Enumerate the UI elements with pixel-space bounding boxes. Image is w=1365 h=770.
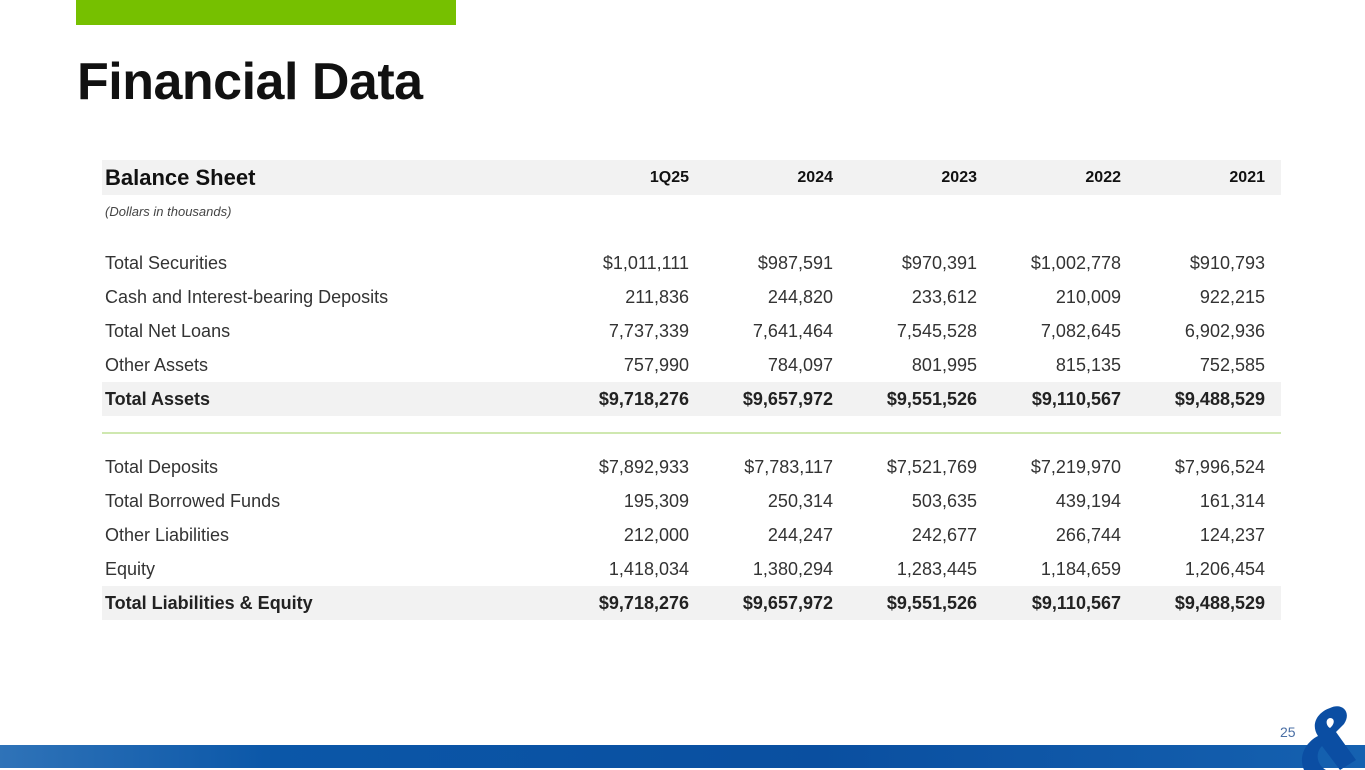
cell-value: $970,391 <box>901 252 977 273</box>
table-header-title: Balance Sheet <box>105 164 256 190</box>
cell-value: $9,551,526 <box>886 388 977 409</box>
cell-value: 1,206,454 <box>1184 558 1265 579</box>
cell-value: 7,082,645 <box>1040 320 1121 341</box>
cell-value: 211,836 <box>625 286 689 307</box>
cell-value: 244,820 <box>767 286 833 307</box>
footer-band <box>0 745 1365 768</box>
cell-value: $7,219,970 <box>1030 456 1121 477</box>
table-row: Total Net Loans 7,737,339 7,641,464 7,545,5… <box>102 314 1281 348</box>
table-row: Total Borrowed Funds 195,309 250,314 503,63… <box>102 484 1281 518</box>
cell-value: 124,237 <box>1199 524 1265 545</box>
cell-value: 242,677 <box>911 524 977 545</box>
table-row: Cash and Interest-bearing Deposits 211,83… <box>102 280 1281 314</box>
page-title: Financial Data <box>77 53 423 111</box>
cell-value: 266,744 <box>1055 524 1121 545</box>
balance-sheet-table: Balance Sheet 1Q25 2024 2023 2022 2021 (… <box>102 160 1281 620</box>
cell-value: $9,551,526 <box>886 592 977 613</box>
cell-value: 210,009 <box>1055 286 1121 307</box>
cell-value: 195,309 <box>623 490 689 511</box>
cell-value: 7,737,339 <box>608 320 689 341</box>
cell-value: 1,418,034 <box>608 558 689 579</box>
cell-value: 1,380,294 <box>752 558 833 579</box>
cell-value: 752,585 <box>1199 354 1265 375</box>
cell-value: $9,718,276 <box>598 388 689 409</box>
row-label: Equity <box>105 558 156 579</box>
cell-value: 815,135 <box>1055 354 1121 375</box>
cell-value: $9,488,529 <box>1174 592 1265 613</box>
cell-value: 233,612 <box>911 286 977 307</box>
cell-value: $1,002,778 <box>1030 252 1121 273</box>
row-label: Other Assets <box>105 354 209 375</box>
row-label: Total Liabilities & Equity <box>105 592 313 613</box>
cell-value: 250,314 <box>767 490 833 511</box>
cell-value: $7,996,524 <box>1174 456 1265 477</box>
row-label: Total Net Loans <box>105 320 231 341</box>
cell-value: 161,314 <box>1199 490 1265 511</box>
row-label: Other Liabilities <box>105 524 230 545</box>
cell-value: $9,110,567 <box>1031 592 1121 613</box>
cell-value: $7,783,117 <box>744 456 833 477</box>
section-divider <box>102 432 1281 434</box>
cell-value: 244,247 <box>767 524 833 545</box>
cell-value: $987,591 <box>757 252 833 273</box>
cell-value: $7,521,769 <box>886 456 977 477</box>
column-header: 2021 <box>1229 168 1265 186</box>
cell-value: 922,215 <box>1199 286 1265 307</box>
column-header: 2022 <box>1085 168 1121 186</box>
table-row: Equity 1,418,034 1,380,294 1,283,445 1,184,6… <box>102 552 1281 586</box>
page-number: 25 <box>1280 724 1296 740</box>
row-label: Total Deposits <box>105 456 219 477</box>
accent-bar <box>76 0 456 25</box>
table-header-row: Balance Sheet 1Q25 2024 2023 2022 2021 <box>102 160 1281 195</box>
cell-value: 757,990 <box>623 354 689 375</box>
cell-value: 1,283,445 <box>896 558 977 579</box>
cell-value: 503,635 <box>911 490 977 511</box>
row-label: Cash and Interest-bearing Deposits <box>105 286 389 307</box>
cell-value: 439,194 <box>1055 490 1121 511</box>
cell-value: 1,184,659 <box>1040 558 1121 579</box>
table-row: Other Liabilities 212,000 244,247 242,677 26… <box>102 518 1281 552</box>
cell-value: $9,657,972 <box>742 388 833 409</box>
cell-value: $9,488,529 <box>1174 388 1265 409</box>
cell-value: $1,011,111 <box>602 252 689 273</box>
total-row: Total Assets $9,718,276 $9,657,972 $9,551,5… <box>102 382 1281 416</box>
cell-value: $910,793 <box>1189 252 1265 273</box>
cell-value: 6,902,936 <box>1184 320 1265 341</box>
table-row: Other Assets 757,990 784,097 801,995 815,135… <box>102 348 1281 382</box>
table-row: Total Securities $1,011,111 $987,591 $970,3… <box>102 246 1281 280</box>
table-row: Total Deposits $7,892,933 $7,783,117 $7,521… <box>102 450 1281 484</box>
column-header: 1Q25 <box>649 168 689 186</box>
row-label: Total Assets <box>105 388 211 409</box>
row-label: Total Borrowed Funds <box>105 490 281 511</box>
cell-value: $9,110,567 <box>1031 388 1121 409</box>
cell-value: 212,000 <box>623 524 689 545</box>
units-note: (Dollars in thousands) <box>105 204 232 219</box>
units-note-row: (Dollars in thousands) <box>102 195 1281 231</box>
cell-value: 7,641,464 <box>752 320 833 341</box>
column-header: 2024 <box>797 168 833 186</box>
ampersand-logo-icon <box>1301 706 1356 770</box>
cell-value: 7,545,528 <box>896 320 977 341</box>
cell-value: 784,097 <box>767 354 833 375</box>
row-label: Total Securities <box>105 252 228 273</box>
cell-value: 801,995 <box>911 354 977 375</box>
cell-value: $9,718,276 <box>598 592 689 613</box>
cell-value: $7,892,933 <box>598 456 689 477</box>
cell-value: $9,657,972 <box>742 592 833 613</box>
total-row: Total Liabilities & Equity $9,718,276 $9,6… <box>102 586 1281 620</box>
column-header: 2023 <box>941 168 977 186</box>
